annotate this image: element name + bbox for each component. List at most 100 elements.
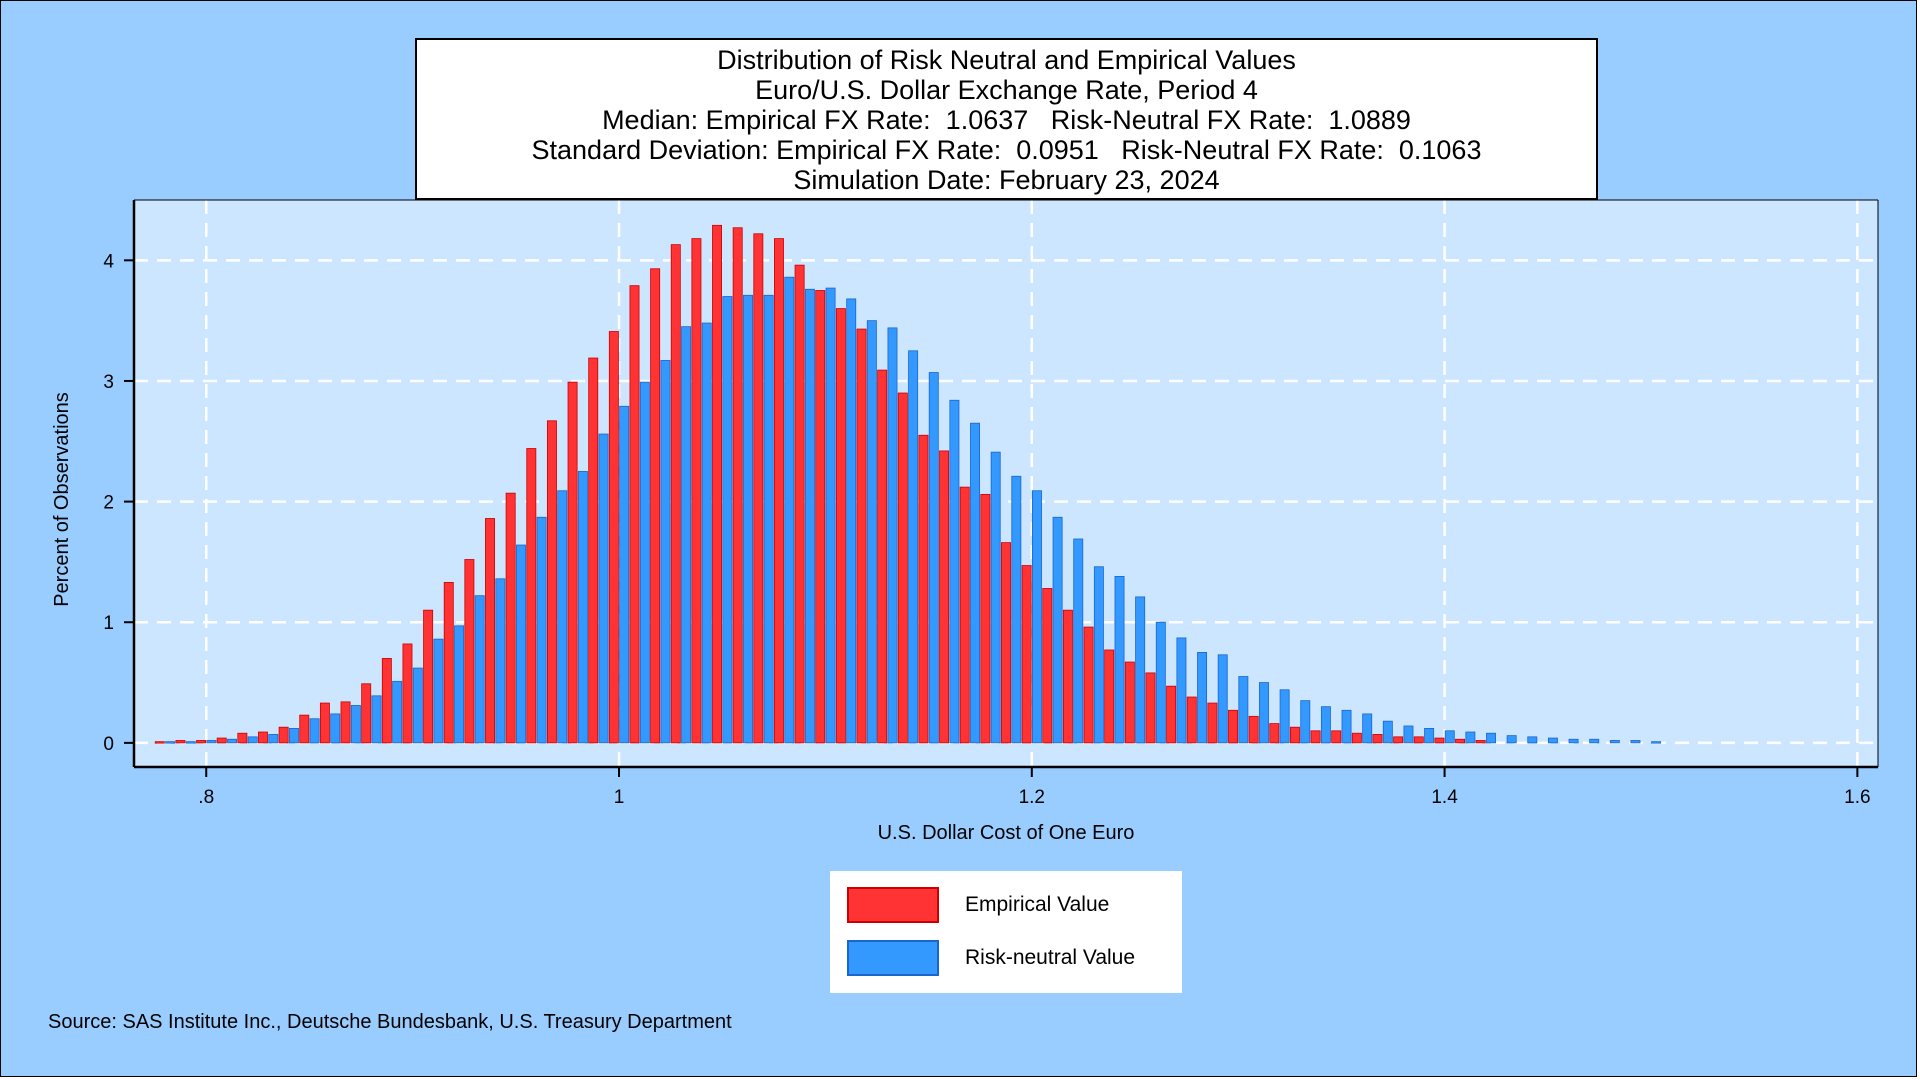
series-risk-neutral	[165, 276, 1662, 744]
bar-empirical	[939, 450, 950, 744]
legend-label-empirical: Empirical Value	[965, 893, 1110, 916]
source-note: Source: SAS Institute Inc., Deutsche Bun…	[48, 1011, 732, 1033]
bar-risk-neutral	[1011, 475, 1022, 744]
chart-title-line-5: Simulation Date: February 23, 2024	[793, 165, 1220, 195]
bar-empirical	[1372, 734, 1383, 744]
bar-risk-neutral	[1093, 566, 1104, 744]
axes: .8 1 1.2 1.4 1.6 0 1 2 3 4	[103, 199, 1879, 808]
legend: Empirical Value Risk-neutral Value	[830, 871, 1182, 993]
bar-risk-neutral	[412, 667, 423, 744]
bar-risk-neutral	[454, 625, 465, 744]
bar-risk-neutral	[1238, 676, 1249, 744]
bar-empirical	[856, 328, 867, 744]
bar-empirical	[1145, 672, 1156, 744]
bar-empirical	[319, 702, 330, 744]
x-tick-label: 1.2	[1019, 787, 1045, 808]
bar-risk-neutral	[1630, 740, 1641, 744]
bar-empirical	[340, 701, 351, 744]
bar-risk-neutral	[619, 405, 630, 744]
bar-empirical	[794, 264, 805, 744]
bar-empirical	[712, 224, 723, 744]
bar-empirical	[774, 238, 784, 744]
bar-empirical	[980, 493, 991, 744]
x-tick-label: 1.6	[1844, 787, 1870, 808]
x-tick-label: 1	[614, 787, 625, 808]
legend-label-risk-neutral: Risk-neutral Value	[965, 946, 1136, 969]
bar-risk-neutral	[516, 544, 526, 744]
bar-risk-neutral	[763, 294, 774, 744]
y-tick-label: 2	[103, 493, 114, 514]
bar-risk-neutral	[928, 372, 939, 744]
bar-risk-neutral	[1155, 621, 1166, 744]
bar-empirical	[237, 732, 248, 744]
bar-empirical	[1393, 736, 1404, 744]
bar-risk-neutral	[1444, 730, 1455, 744]
bar-empirical	[464, 559, 475, 744]
bar-empirical	[526, 448, 537, 744]
chart-title-line-3: Median: Empirical FX Rate: 1.0637 Risk-N…	[602, 105, 1411, 135]
bar-empirical	[877, 369, 888, 744]
bar-risk-neutral	[1568, 738, 1579, 744]
bar-risk-neutral	[681, 326, 692, 744]
bar-risk-neutral	[392, 680, 403, 744]
bar-risk-neutral	[536, 516, 547, 744]
bar-empirical	[278, 726, 289, 744]
bar-empirical	[1001, 542, 1011, 744]
bar-empirical	[835, 308, 846, 744]
bar-empirical	[216, 737, 227, 744]
bar-risk-neutral	[1279, 689, 1290, 744]
bar-empirical	[1455, 738, 1466, 744]
bar-risk-neutral	[495, 578, 506, 744]
bar-empirical	[1248, 715, 1259, 744]
bar-empirical	[588, 357, 599, 744]
bar-risk-neutral	[1403, 725, 1414, 744]
bar-risk-neutral	[784, 276, 795, 744]
y-tick-label: 0	[103, 734, 114, 755]
bar-empirical	[1310, 730, 1321, 744]
bar-risk-neutral	[1114, 575, 1125, 744]
bar-risk-neutral	[949, 399, 960, 744]
bar-risk-neutral	[1486, 732, 1496, 744]
bar-empirical	[423, 609, 434, 744]
bar-risk-neutral	[557, 490, 568, 744]
bar-empirical	[959, 486, 970, 744]
bar-risk-neutral	[701, 322, 712, 744]
bar-risk-neutral	[887, 327, 898, 744]
bar-risk-neutral	[1320, 706, 1331, 744]
bar-empirical	[1021, 565, 1032, 744]
bar-risk-neutral	[371, 695, 382, 744]
bar-empirical	[1331, 730, 1342, 744]
bar-risk-neutral	[309, 718, 320, 744]
y-tick-label: 1	[103, 613, 114, 634]
chart-title-line-1: Distribution of Risk Neutral and Empiric…	[717, 45, 1296, 75]
bar-empirical	[381, 658, 392, 744]
y-tick-label: 4	[103, 251, 114, 272]
bar-risk-neutral	[227, 738, 237, 744]
grid-lines	[134, 200, 1878, 767]
bar-empirical	[1124, 661, 1135, 744]
chart-title-box: Distribution of Risk Neutral and Empiric…	[415, 38, 1598, 200]
bar-risk-neutral	[1547, 737, 1558, 744]
bar-empirical	[1351, 732, 1362, 744]
bar-risk-neutral	[1609, 740, 1620, 744]
bar-empirical	[691, 238, 702, 744]
bar-empirical	[753, 233, 764, 744]
bar-risk-neutral	[350, 705, 361, 744]
bar-empirical	[361, 683, 372, 744]
bar-empirical	[1434, 737, 1445, 744]
bar-risk-neutral	[1382, 720, 1393, 744]
bar-empirical	[815, 290, 826, 744]
bar-risk-neutral	[1465, 731, 1476, 744]
y-tick-label: 3	[103, 372, 114, 393]
bar-risk-neutral	[660, 360, 671, 744]
series-empirical	[154, 224, 1486, 744]
bar-empirical	[1042, 588, 1053, 744]
bar-risk-neutral	[1651, 741, 1662, 744]
bar-risk-neutral	[908, 350, 919, 744]
bar-risk-neutral	[1527, 736, 1538, 744]
bar-risk-neutral	[743, 294, 753, 744]
bar-empirical	[1104, 649, 1115, 744]
bar-empirical	[175, 740, 186, 744]
bar-empirical	[1289, 726, 1300, 744]
